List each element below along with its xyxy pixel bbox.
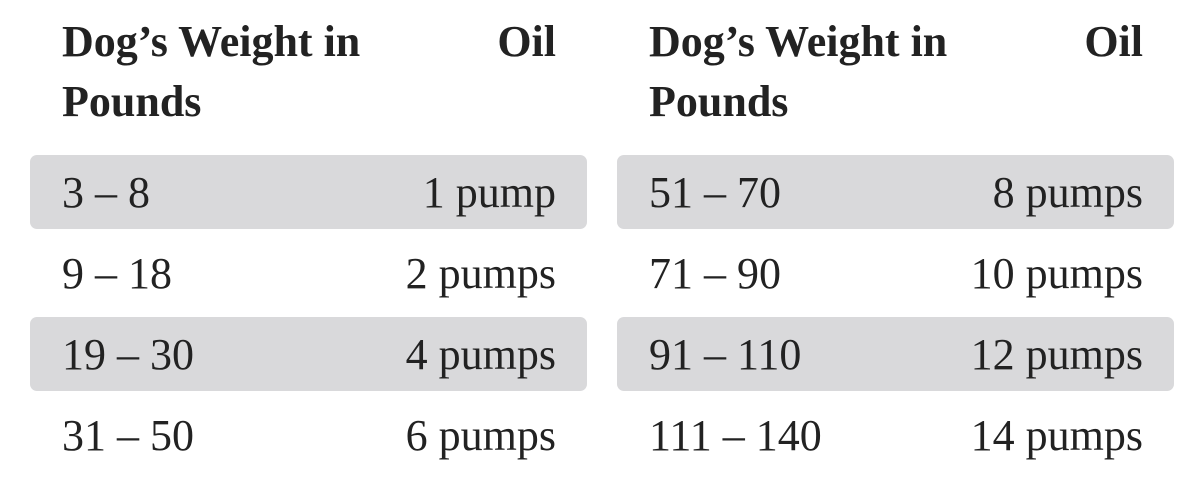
table-row: 71 – 90 10 pumps <box>617 236 1174 310</box>
table-cell: 71 – 90 <box>649 248 781 298</box>
table: Dog’s Weight in Pounds Oil 51 – 70 8 pumps 7… <box>617 12 1174 479</box>
table-cell: 31 – 50 <box>62 410 194 460</box>
table-cell: 51 – 70 <box>649 167 781 217</box>
table-cell: 3 – 8 <box>62 167 150 217</box>
table-cell: 1 pump <box>422 167 556 217</box>
table-row: 91 – 110 12 pumps <box>617 317 1174 391</box>
table-cell: 111 – 140 <box>649 410 822 460</box>
header-cell: Oil <box>1084 17 1143 66</box>
table-cell: 14 pumps <box>970 410 1143 460</box>
table: Dog’s Weight in Pounds Oil 3 – 8 1 pump 9 – … <box>30 12 587 479</box>
header-cell: Dog’s Weight in Pounds <box>649 17 948 126</box>
table-cell: 9 – 18 <box>62 248 172 298</box>
table-row: 19 – 30 4 pumps <box>30 317 587 391</box>
table-cell: 10 pumps <box>970 248 1143 298</box>
table-cell: 12 pumps <box>970 329 1143 379</box>
table-cell: 4 pumps <box>405 329 556 379</box>
table-cell: 91 – 110 <box>649 329 802 379</box>
table-row: 51 – 70 8 pumps <box>617 155 1174 229</box>
table-cell: 2 pumps <box>405 248 556 298</box>
table-row: 111 – 140 14 pumps <box>617 398 1174 472</box>
table-cell: 6 pumps <box>405 410 556 460</box>
table-header: Dog’s Weight in Pounds Oil <box>30 12 587 155</box>
table-cell: 8 pumps <box>992 167 1143 217</box>
table-header: Dog’s Weight in Pounds Oil <box>617 12 1174 155</box>
table-row: 31 – 50 6 pumps <box>30 398 587 472</box>
header-cell: Dog’s Weight in Pounds <box>62 17 361 126</box>
table-row: 9 – 18 2 pumps <box>30 236 587 310</box>
table-row: 3 – 8 1 pump <box>30 155 587 229</box>
table-cell: 19 – 30 <box>62 329 194 379</box>
header-cell: Oil <box>497 17 556 66</box>
